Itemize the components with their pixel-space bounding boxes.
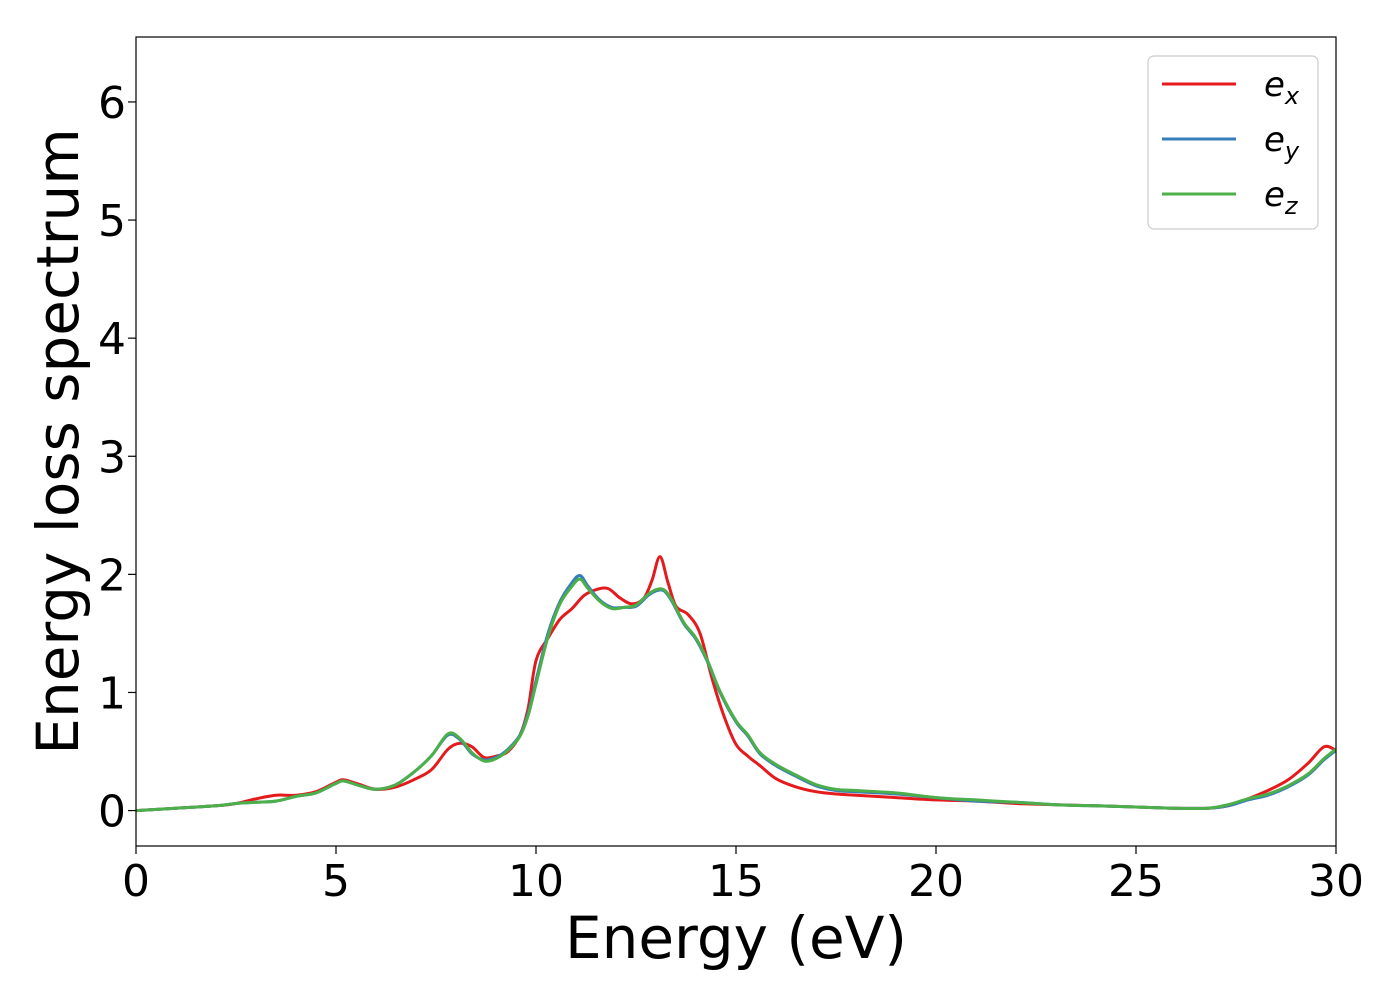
x-tick-label: 20 xyxy=(908,856,964,907)
series-line-x xyxy=(136,555,1336,813)
legend-box xyxy=(1147,55,1319,230)
legend: ex ey ez xyxy=(1147,55,1319,230)
y-tick-label: 4 xyxy=(98,314,126,365)
legend-label-y: ey xyxy=(1264,120,1300,165)
x-axis-ticks: 0 5 10 15 20 25 30 xyxy=(122,846,1364,907)
y-tick-label: 1 xyxy=(98,668,126,719)
x-tick-label: 30 xyxy=(1308,856,1364,907)
y-tick-label: 2 xyxy=(98,550,126,601)
x-tick-label: 25 xyxy=(1108,856,1164,907)
y-tick-label: 5 xyxy=(98,196,126,247)
y-axis-label: Energy loss spectrum xyxy=(24,128,92,754)
y-tick-label: 6 xyxy=(98,78,126,129)
legend-label-x: ex xyxy=(1264,65,1300,110)
x-axis-label: Energy (eV) xyxy=(565,904,907,972)
series-layer xyxy=(136,555,1336,813)
y-tick-label: 3 xyxy=(98,432,126,483)
x-tick-label: 5 xyxy=(322,856,350,907)
y-axis-ticks: 0 1 2 3 4 5 6 xyxy=(98,78,136,838)
series-line-y xyxy=(136,573,1336,813)
x-tick-label: 10 xyxy=(508,856,564,907)
legend-label-z: ez xyxy=(1264,175,1299,220)
y-tick-label: 0 xyxy=(98,787,126,838)
x-tick-label: 15 xyxy=(708,856,764,907)
x-tick-label: 0 xyxy=(122,856,150,907)
series-line-z xyxy=(136,577,1336,813)
